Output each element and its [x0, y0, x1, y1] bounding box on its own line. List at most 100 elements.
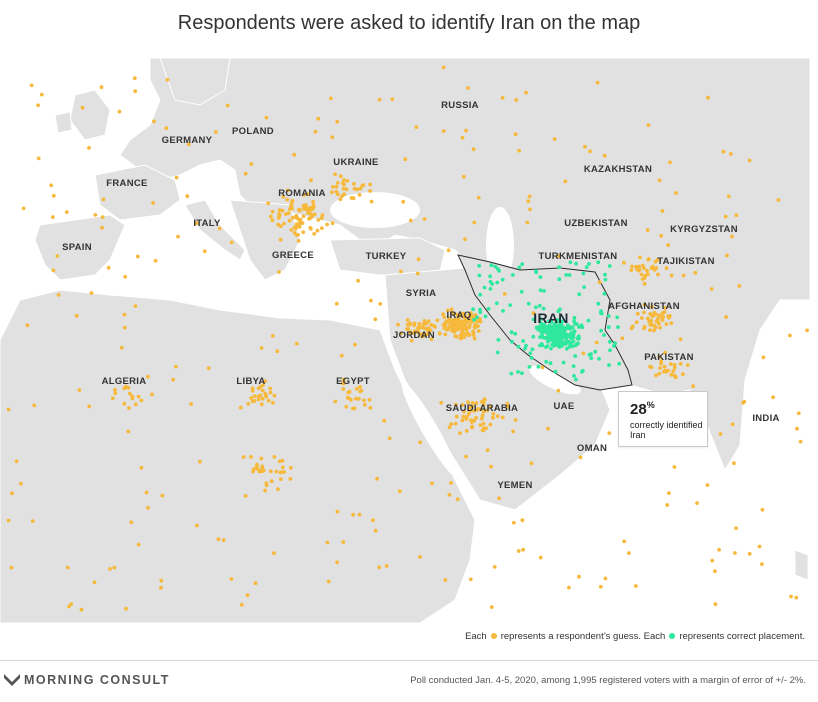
correct-guess-dot — [562, 332, 567, 336]
guess-dot — [526, 199, 531, 204]
guess-dot — [113, 391, 118, 396]
guess-dot — [333, 172, 337, 177]
guess-dot — [721, 149, 726, 154]
guess-dot — [355, 187, 359, 192]
guess-dot — [80, 105, 85, 110]
correct-guess-dot — [508, 303, 513, 307]
correct-guess-dot — [564, 273, 569, 277]
guess-dot — [277, 213, 282, 218]
guess-dot — [478, 319, 483, 324]
correct-guess-dot — [516, 344, 521, 349]
guess-dot — [341, 540, 346, 544]
guess-dot — [669, 321, 674, 325]
guess-dot — [453, 421, 458, 426]
guess-dot — [290, 215, 295, 220]
correct-guess-dot — [580, 325, 585, 330]
correct-guess-dot — [534, 270, 539, 275]
guess-dot — [642, 281, 647, 286]
correct-guess-dot — [495, 280, 500, 285]
correct-guess-dot — [607, 363, 611, 368]
guess-dot — [805, 328, 809, 333]
guess-dot — [339, 353, 344, 358]
guess-dot — [655, 258, 660, 262]
guess-dot — [113, 387, 117, 392]
guess-dot — [563, 179, 568, 184]
guess-dot — [441, 312, 445, 317]
guess-dot — [129, 520, 134, 525]
guess-dot — [93, 213, 98, 217]
guess-dot — [189, 402, 194, 406]
correct-guess-dot — [561, 360, 566, 365]
guess-dot — [463, 237, 467, 242]
guess-dot — [301, 230, 306, 235]
guess-dot — [277, 270, 281, 274]
guess-dot — [757, 544, 762, 549]
guess-dot — [713, 569, 717, 574]
guess-dot — [484, 426, 488, 430]
correct-guess-dot — [555, 343, 559, 347]
guess-dot — [100, 215, 105, 220]
guess-dot — [278, 237, 283, 242]
guess-dot — [101, 197, 106, 202]
guess-dot — [464, 128, 468, 133]
guess-dot — [482, 409, 486, 414]
correct-guess-dot — [531, 317, 536, 322]
correct-guess-dot — [548, 361, 553, 366]
guess-dot — [144, 490, 149, 495]
guess-dot — [330, 221, 335, 226]
guess-dot — [454, 414, 459, 419]
guess-dot — [136, 394, 141, 399]
guess-dot — [285, 197, 290, 202]
correct-guess-dot — [553, 369, 558, 374]
guess-dot — [275, 349, 280, 354]
guess-dot — [301, 203, 306, 208]
country-label-turkmenistan: TURKMENISTAN — [539, 251, 618, 262]
guess-dot — [649, 305, 654, 309]
guess-dot — [464, 429, 469, 433]
guess-dot — [217, 226, 222, 231]
guess-dot — [292, 225, 297, 230]
guess-dot — [284, 212, 288, 217]
correct-guess-dot — [478, 310, 483, 315]
guess-dot — [602, 153, 607, 158]
guess-dot — [357, 512, 362, 517]
guess-dot — [261, 383, 265, 387]
correct-guess-dot — [602, 333, 606, 337]
guess-dot — [581, 351, 586, 356]
correct-guess-dot — [510, 339, 514, 344]
guess-dot — [430, 481, 434, 486]
guess-dot — [225, 103, 230, 108]
guess-dot — [165, 77, 170, 82]
correct-guess-dot — [581, 271, 586, 276]
guess-dot — [198, 459, 202, 464]
legend-each: Each — [465, 631, 487, 642]
guess-dot — [466, 86, 470, 90]
guess-dot — [472, 336, 477, 341]
guess-dot — [709, 287, 714, 291]
callout-text: correctly identified Iran — [630, 420, 703, 440]
country-label-tajikistan: TAJIKISTAN — [657, 256, 715, 267]
correct-guess-dot — [608, 348, 612, 353]
guess-dot — [403, 157, 408, 162]
guess-dot — [658, 366, 662, 370]
guess-dot — [472, 409, 477, 413]
correct-guess-dot — [573, 354, 578, 358]
guess-dot — [437, 331, 442, 335]
guess-dot — [408, 218, 413, 223]
correct-guess-dot — [566, 334, 571, 338]
country-label-yemen: YEMEN — [497, 480, 532, 491]
guess-dot — [467, 317, 472, 322]
guess-dot — [266, 201, 271, 206]
guess-dot — [588, 149, 592, 154]
guess-dot — [445, 308, 450, 313]
guess-dot — [316, 218, 321, 222]
guess-dot — [358, 385, 362, 389]
guess-dot — [362, 398, 366, 403]
guess-dot — [29, 83, 34, 88]
guess-dot — [278, 470, 283, 475]
guess-dot — [159, 578, 164, 583]
guess-dot — [460, 135, 465, 140]
guess-dot — [474, 415, 478, 420]
guess-dot — [724, 315, 728, 319]
guess-dot — [335, 181, 340, 185]
